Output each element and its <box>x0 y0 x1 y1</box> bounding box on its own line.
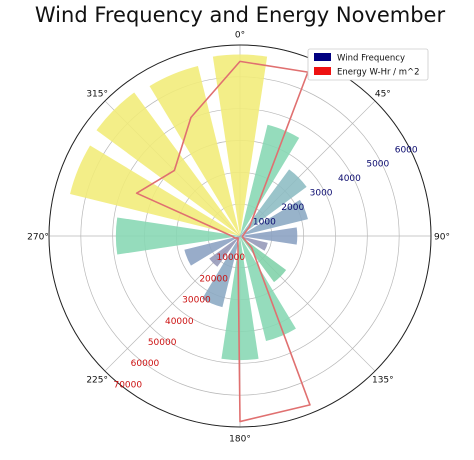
frequency-bar-22.5 <box>240 124 300 236</box>
frequency-bar-247.5 <box>184 236 240 266</box>
energy-tick-label-60000: 60000 <box>131 359 160 369</box>
frequency-bar-180 <box>221 236 259 361</box>
frequency-bar-157.5 <box>240 236 296 342</box>
angle-label-90: 90° <box>434 233 450 243</box>
angle-label-135: 135° <box>372 375 394 385</box>
frequency-bar-202.5 <box>202 236 240 308</box>
frequency-bar-337.5 <box>149 66 240 236</box>
frequency-bar-90 <box>240 227 298 245</box>
legend-swatch-frequency <box>314 53 331 61</box>
angle-label-0: 0° <box>235 31 245 41</box>
angle-label-225: 225° <box>86 375 108 385</box>
legend: Wind Frequency Energy W-Hr / m^2 <box>307 48 429 81</box>
angle-label-180: 180° <box>229 435 251 445</box>
frequency-bars <box>70 54 308 361</box>
frequency-tick-label-1000: 1000 <box>253 218 276 228</box>
frequency-tick-label-4000: 4000 <box>338 174 361 184</box>
energy-line <box>135 60 311 423</box>
frequency-tick-label-2000: 2000 <box>281 203 304 213</box>
frequency-tick-label-6000: 6000 <box>395 145 418 155</box>
frequency-bar-0 <box>212 54 268 236</box>
energy-tick-label-70000: 70000 <box>113 380 142 390</box>
energy-tick-label-30000: 30000 <box>182 296 211 306</box>
energy-tick-label-40000: 40000 <box>165 317 194 327</box>
energy-tick-label-50000: 50000 <box>148 338 177 348</box>
frequency-bar-67.5 <box>240 199 308 236</box>
frequency-tick-label-3000: 3000 <box>310 189 333 199</box>
frequency-bar-225 <box>209 236 240 267</box>
energy-line-layer <box>135 60 311 423</box>
angle-label-45: 45° <box>375 90 391 100</box>
frequency-bar-45 <box>240 169 307 236</box>
frequency-bar-270 <box>115 217 240 255</box>
chart-title: Wind Frequency and Energy November <box>35 3 446 27</box>
angle-label-315: 315° <box>86 90 108 100</box>
frequency-tick-label-5000: 5000 <box>366 160 389 170</box>
energy-tick-label-20000: 20000 <box>199 274 228 284</box>
frequency-bar-112.5 <box>240 236 268 251</box>
outer-circle <box>48 44 432 428</box>
frequency-bar-315 <box>96 92 240 236</box>
angle-label-270: 270° <box>27 233 49 243</box>
legend-swatch-energy <box>314 67 331 75</box>
legend-box <box>307 48 429 81</box>
frequency-bar-292.5 <box>70 145 240 236</box>
legend-label-frequency: Wind Frequency <box>337 54 405 64</box>
axis-labels: 0° 45° 90° 135° 180° 225° 270° 315° 1000 2000 3000… <box>27 31 450 445</box>
legend-label-energy: Energy W-Hr / m^2 <box>337 68 420 78</box>
energy-tick-label-10000: 10000 <box>217 253 246 263</box>
